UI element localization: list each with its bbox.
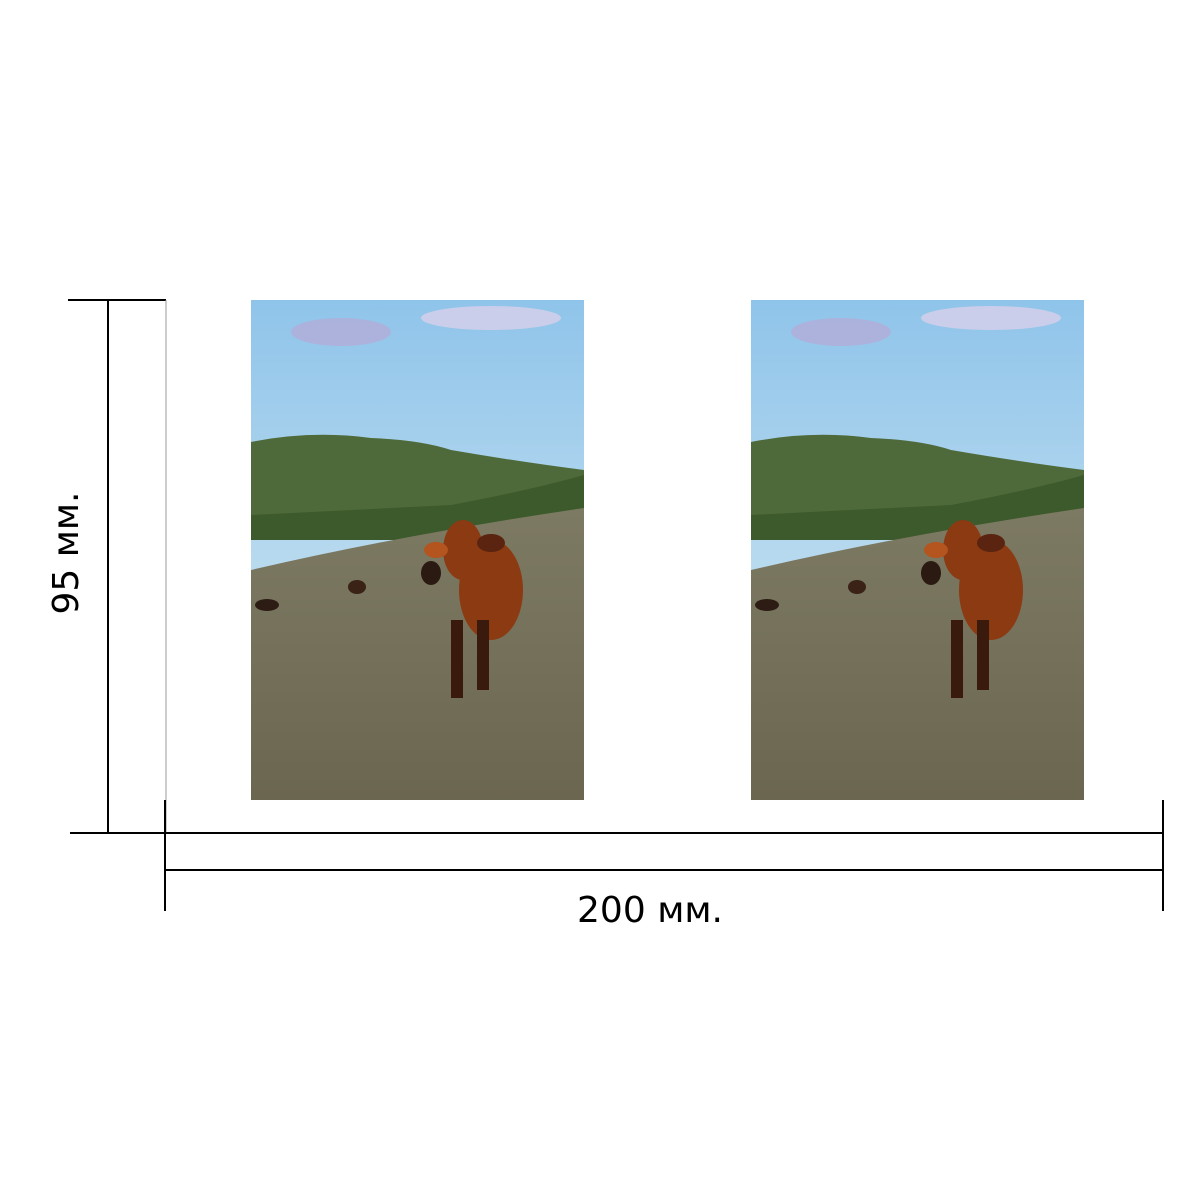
product-photo (251, 300, 584, 800)
product-photo (751, 300, 1084, 800)
width-label: 200 мм. (577, 890, 723, 931)
width-dimension: 200 мм. (164, 800, 1164, 931)
height-dimension: 95 мм. (46, 299, 167, 834)
height-label: 95 мм. (46, 491, 87, 614)
